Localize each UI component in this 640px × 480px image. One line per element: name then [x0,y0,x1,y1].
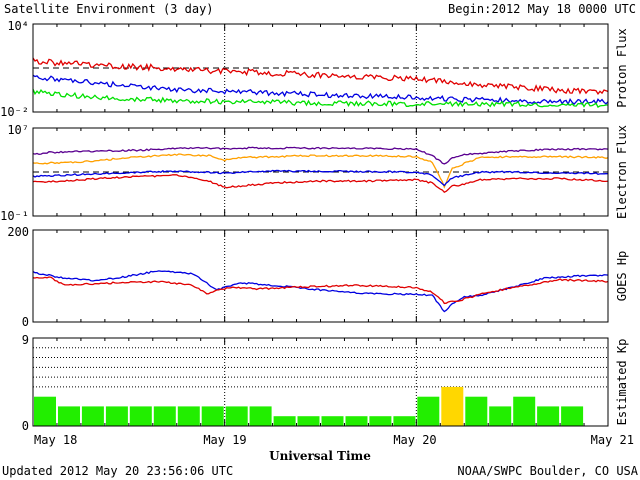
kp-bar [465,396,488,426]
kp-bar [537,406,560,426]
y-tick-label-top: 9 [22,333,29,347]
y-tick-label-bottom: 10⁻² [0,105,29,119]
y-tick-label-bottom: 10⁻¹ [0,209,29,223]
y-tick-label-top: 10⁴ [7,19,29,33]
series-line [32,88,608,109]
panel-frame [32,229,609,323]
y-axis-label: Proton Flux [615,28,629,107]
kp-bar [345,416,368,426]
series-line [32,57,609,96]
chart-panel: 10⁷ 10⁻¹ Electron Flux [0,123,629,223]
x-axis: May 18 May 19 May 20 May 21 Universal Ti… [34,433,634,463]
begin-value: 2012 May 18 0000 UTC [492,2,637,16]
kp-bar [58,406,80,426]
chart-panels: 10⁴ 10⁻² Proton Flux 10⁷ 10⁻¹ Electron Flux 20… [0,19,629,433]
y-axis-label: Electron Flux [615,125,629,219]
credit-text: NOAA/SWPC Boulder, CO USA [457,464,638,478]
y-axis-label: Estimated Kp [615,339,629,426]
x-tick-label: May 18 [34,433,77,447]
kp-bar [441,386,464,426]
chart-panel: 200 0 GOES Hp [7,225,629,329]
x-axis-title: Universal Time [269,449,371,463]
kp-bar [34,396,56,426]
kp-bar [489,406,512,426]
series-line [32,146,609,165]
series-line [32,276,609,305]
begin-label: Begin: [448,2,491,16]
kp-bar [321,416,344,426]
kp-bar [105,406,128,426]
kp-bar [201,406,224,426]
kp-bar [513,396,536,426]
series-line [32,169,608,187]
chart-panel: 10⁴ 10⁻² Proton Flux [0,19,629,119]
series-line [32,174,609,194]
chart-panel: 9 0 Estimated Kp [22,333,629,433]
kp-bar [129,406,152,426]
series-line [32,74,609,106]
kp-bar [369,416,392,426]
y-tick-label-bottom: 0 [22,419,29,433]
kp-bar [225,406,248,426]
kp-bar [561,406,584,426]
series-line [32,270,609,313]
series-line [32,153,609,189]
y-tick-label-bottom: 0 [22,315,29,329]
y-axis-label: GOES Hp [615,251,629,302]
y-tick-label-top: 200 [7,225,29,239]
kp-bar [249,406,272,426]
updated-timestamp: Updated 2012 May 20 23:56:06 UTC [2,464,233,478]
kp-bar [417,396,440,426]
kp-bar [393,416,416,426]
kp-bar [81,406,104,426]
y-tick-label-top: 10⁷ [7,123,29,137]
kp-bar [273,416,296,426]
kp-bar [177,406,200,426]
kp-bar [153,406,176,426]
page-title: Satellite Environment (3 day) [4,2,214,16]
x-tick-label: May 19 [203,433,246,447]
x-tick-label: May 21 [591,433,634,447]
x-tick-label: May 20 [393,433,436,447]
kp-bar [297,416,320,426]
